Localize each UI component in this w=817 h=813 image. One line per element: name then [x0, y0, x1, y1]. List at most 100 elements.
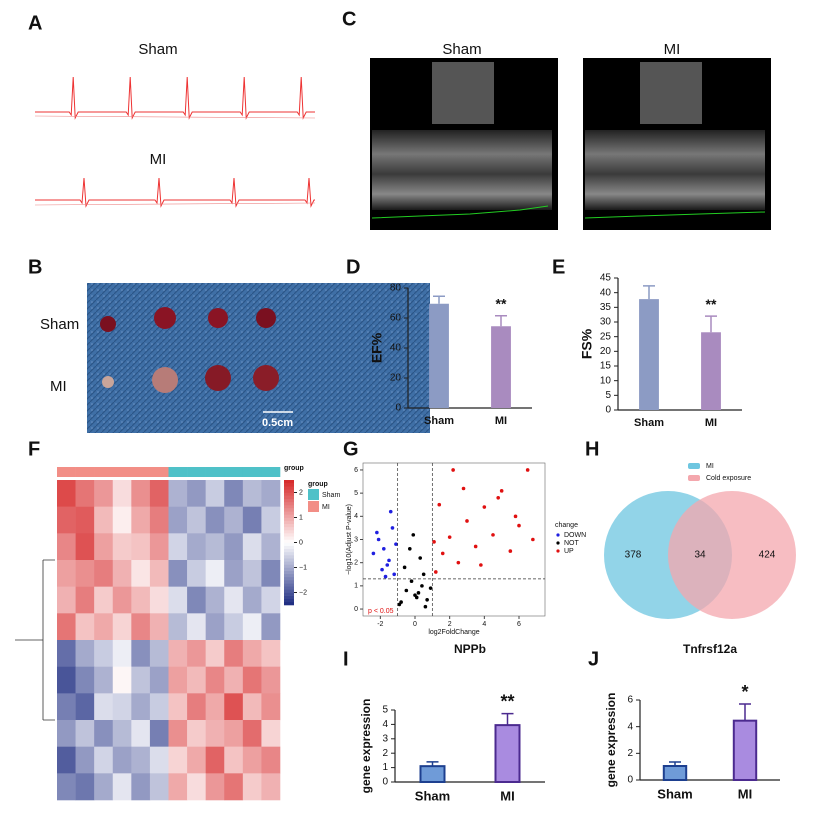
heat-cell [57, 586, 76, 614]
bar [701, 332, 721, 410]
panel-letter: D [346, 256, 360, 278]
heat-cell [168, 586, 188, 614]
point [383, 574, 388, 579]
point [461, 486, 466, 491]
colorbar-step [284, 520, 294, 525]
heat-cell [168, 666, 188, 694]
heat-cell [94, 693, 114, 721]
colorbar-step [284, 558, 294, 562]
chart-title: NPPb [454, 642, 486, 656]
point [425, 597, 429, 602]
y-tick-label: 2 [382, 748, 388, 759]
venn-set [668, 491, 796, 619]
group-bar [224, 467, 244, 477]
colorbar-step [284, 505, 294, 509]
point [517, 523, 521, 528]
heat-cell [261, 693, 281, 721]
y-axis-label: −log10(Adjust P-value) [346, 504, 353, 575]
y-tick-label: 15 [600, 361, 612, 372]
heat-cell [187, 613, 206, 641]
heat-cell [57, 666, 76, 694]
heat-cell [131, 640, 151, 667]
heat-cell [205, 773, 225, 801]
group-bar [187, 467, 206, 477]
heat-cell [57, 720, 76, 747]
x-tick-label: MI [500, 788, 514, 803]
heat-cell [149, 613, 169, 641]
heat-cell [168, 746, 188, 774]
heat-cell [112, 613, 132, 641]
heat-cell [261, 720, 281, 747]
heat-cell [224, 613, 244, 641]
heat-cell [242, 480, 262, 507]
heat-cell [242, 586, 262, 614]
heat-cell [224, 560, 244, 587]
x-tick-label: 4 [482, 621, 486, 628]
heat-cell [112, 480, 132, 507]
point [465, 519, 469, 523]
panel-letter: A [28, 12, 42, 34]
colorbar-step [284, 489, 294, 493]
point [371, 551, 376, 556]
y-tick-label: 3 [354, 536, 358, 543]
y-tick-label: 4 [382, 719, 388, 730]
heat-cell [261, 506, 281, 534]
heat-cell [205, 613, 225, 641]
heat-cell [131, 773, 151, 801]
legend-marker [556, 533, 560, 537]
point [421, 572, 426, 577]
y-tick-label: 45 [600, 273, 612, 284]
colorbar-step [284, 511, 294, 515]
venn-count: 34 [694, 550, 706, 561]
colorbar-step [284, 555, 294, 559]
heat-cell [187, 773, 206, 801]
colorbar-step [284, 561, 294, 565]
heat-cell [112, 640, 132, 667]
colorbar-step [284, 564, 294, 568]
heat-cell [187, 506, 206, 534]
heat-cell [242, 506, 262, 534]
heat-cell [149, 640, 169, 667]
heat-cell [112, 586, 132, 614]
legend-swatch [308, 501, 319, 512]
group-bar [261, 467, 281, 477]
x-tick-label: Sham [634, 417, 664, 429]
heat-cell [242, 693, 262, 721]
x-tick-label: Sham [415, 788, 450, 803]
y-tick-label: 5 [605, 390, 611, 401]
error-bar [501, 712, 514, 726]
point [479, 563, 483, 567]
heat-cell [242, 773, 262, 801]
heat-cell [242, 613, 262, 641]
heat-cell [94, 533, 114, 561]
row-label: MI [50, 378, 67, 395]
point [408, 546, 412, 551]
heat-cell [57, 506, 76, 534]
heat-cell [242, 720, 262, 747]
heat-cell [112, 693, 132, 721]
heat-cell [205, 720, 225, 747]
point [525, 468, 530, 472]
x-tick-label: 2 [448, 621, 452, 628]
colorbar-step [284, 595, 294, 600]
heat-cell [112, 560, 132, 587]
x-axis-label: log2FoldChange [428, 629, 479, 636]
point [380, 567, 384, 572]
legend-marker [556, 541, 560, 545]
heat-cell [242, 560, 262, 587]
x-tick-label: Sham [657, 786, 692, 801]
heat-cell [261, 640, 281, 667]
point [423, 604, 428, 609]
colorbar-step [284, 536, 294, 540]
y-tick-label: 0 [627, 775, 633, 786]
heat-cell [149, 746, 169, 774]
group-bar [168, 467, 188, 477]
venn-count: 424 [759, 550, 776, 561]
colorbar-step [284, 486, 294, 490]
group-bar [112, 467, 132, 477]
colorbar-step [284, 495, 294, 500]
y-axis-label: gene expression [359, 699, 373, 794]
group-bar [94, 467, 114, 477]
heat-cell [94, 773, 114, 801]
ecg-trace [35, 76, 315, 120]
